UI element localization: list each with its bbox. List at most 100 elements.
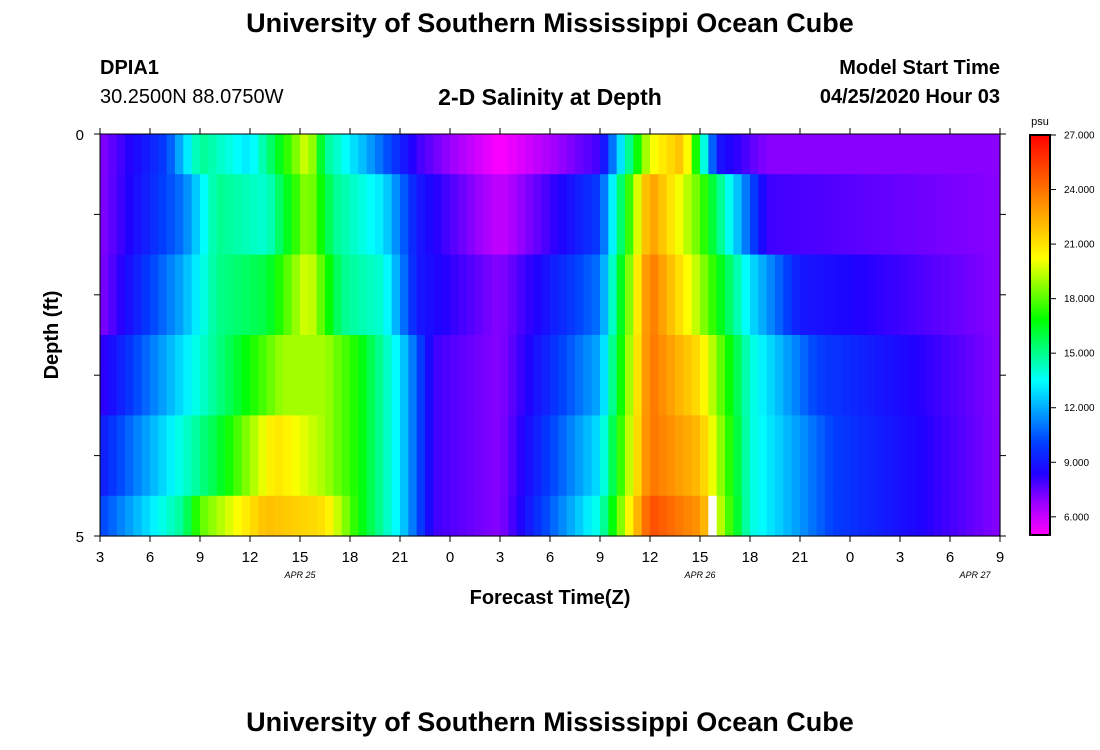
heatmap-cell <box>241 415 251 497</box>
heatmap-cell <box>950 254 959 336</box>
heatmap-cell <box>850 254 859 336</box>
heatmap-cell <box>175 495 184 537</box>
heatmap-cell <box>158 254 168 336</box>
x-tick-label: 3 <box>496 549 504 566</box>
heatmap-cell <box>458 495 468 537</box>
heatmap-cell <box>966 174 976 256</box>
colorbar <box>1029 134 1051 536</box>
heatmap-cell <box>275 254 284 336</box>
heatmap-cell <box>658 174 668 256</box>
heatmap-cell <box>775 254 784 336</box>
heatmap-cell <box>300 134 309 175</box>
heatmap-cell <box>125 174 134 256</box>
heatmap-cell <box>591 495 601 537</box>
heatmap-cell <box>266 495 276 537</box>
heatmap-cell <box>491 134 501 175</box>
heatmap-cell <box>783 174 793 256</box>
heatmap-cell <box>883 335 893 416</box>
heatmap-cell <box>558 254 568 336</box>
heatmap-cell <box>958 254 968 336</box>
heatmap-cell <box>225 415 234 497</box>
heatmap-cell <box>333 415 343 497</box>
heatmap-cell <box>483 415 493 497</box>
heatmap-cell <box>516 174 526 256</box>
heatmap-cell <box>891 254 901 336</box>
heatmap-cell <box>333 134 343 175</box>
heatmap-cell <box>950 415 959 497</box>
heatmap-cell <box>250 134 259 175</box>
heatmap-cell <box>250 254 259 336</box>
heatmap-cell <box>708 174 718 256</box>
heatmap-cell <box>900 134 909 175</box>
heatmap-cell <box>258 174 268 256</box>
heatmap-cell <box>808 495 818 537</box>
heatmap-cell <box>550 495 559 537</box>
colorbar-tick-label: 9.000 <box>1064 458 1089 469</box>
heatmap-cell <box>608 495 618 537</box>
heatmap-cell <box>533 134 543 175</box>
y-axis-label: Depth (ft) <box>41 291 63 380</box>
heatmap-cell <box>191 134 201 175</box>
colorbar-tick-label: 12.000 <box>1064 403 1095 414</box>
heatmap-cell <box>100 335 109 416</box>
heatmap-cell <box>816 254 826 336</box>
heatmap-cell <box>766 495 776 537</box>
heatmap-cell <box>250 335 259 416</box>
heatmap-cell <box>575 415 584 497</box>
heatmap-cell <box>916 495 926 537</box>
heatmap-cell <box>641 495 651 537</box>
heatmap-cell <box>658 415 668 497</box>
heatmap-cell <box>341 254 351 336</box>
heatmap-cell <box>525 134 534 175</box>
heatmap-cell <box>200 495 209 537</box>
heatmap-cell <box>425 335 434 416</box>
heatmap-cell <box>458 415 468 497</box>
heatmap-cell <box>491 335 501 416</box>
heatmap-cell <box>916 415 926 497</box>
heatmap-cell <box>375 415 384 497</box>
heatmap-cell <box>300 254 309 336</box>
heatmap-cell <box>133 415 143 497</box>
heatmap-cell <box>891 174 901 256</box>
heatmap-cell <box>225 335 234 416</box>
heatmap-cell <box>508 174 518 256</box>
heatmap-cell <box>291 415 301 497</box>
heatmap-cell <box>283 335 293 416</box>
colorbar-tick-label: 18.000 <box>1064 294 1095 305</box>
heatmap-cell <box>841 415 851 497</box>
heatmap-cell <box>983 495 993 537</box>
heatmap-cell <box>108 134 118 175</box>
heatmap-cell <box>891 495 901 537</box>
heatmap-cell <box>941 415 951 497</box>
heatmap-cell <box>475 495 484 537</box>
heatmap-cell <box>125 495 134 537</box>
heatmap-cell <box>766 335 776 416</box>
heatmap-cell <box>408 335 418 416</box>
heatmap-cell <box>558 134 568 175</box>
heatmap-cell <box>575 495 584 537</box>
heatmap-cell <box>416 174 426 256</box>
heatmap-cell <box>375 134 384 175</box>
heatmap-cell <box>350 415 359 497</box>
x-tick-label: 21 <box>392 549 409 566</box>
heatmap-cell <box>316 174 326 256</box>
heatmap-cell <box>141 495 151 537</box>
heatmap-cell <box>933 335 943 416</box>
heatmap-cell <box>958 174 968 256</box>
heatmap-cell <box>233 254 243 336</box>
heatmap-cell <box>808 415 818 497</box>
heatmap-cell <box>975 415 984 497</box>
heatmap-cell <box>283 174 293 256</box>
x-tick-label: 0 <box>846 549 854 566</box>
heatmap-cell <box>216 134 226 175</box>
x-tick-label: 9 <box>996 549 1004 566</box>
heatmap-cell <box>825 335 834 416</box>
heatmap-cell <box>941 174 951 256</box>
heatmap-cell <box>650 335 659 416</box>
heatmap-cell <box>500 134 509 175</box>
heatmap-cell <box>900 174 909 256</box>
heatmap-cell <box>291 335 301 416</box>
heatmap-cell <box>775 174 784 256</box>
heatmap-cell <box>508 254 518 336</box>
heatmap-cell <box>358 174 368 256</box>
